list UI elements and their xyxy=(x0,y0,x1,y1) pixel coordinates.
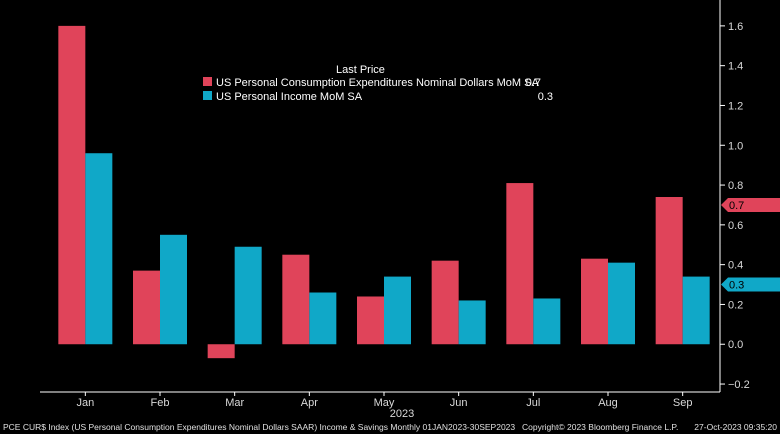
x-tick-label-aug: Aug xyxy=(598,397,618,409)
bar-income-jul xyxy=(533,298,561,345)
legend-label-pce: US Personal Consumption Expenditures Nom… xyxy=(216,77,539,89)
x-axis-title: 2023 xyxy=(390,408,414,420)
bar-income-feb xyxy=(160,234,187,345)
bar-income-may xyxy=(384,276,411,345)
footer-timestamp: 27-Oct-2023 09:35:20 xyxy=(694,422,777,432)
bar-income-sep xyxy=(682,276,710,345)
bar-income-jun xyxy=(458,300,486,345)
footer: PCE CUR$ Index (US Personal Consumption … xyxy=(3,422,777,432)
y-tick-label: 1.0 xyxy=(728,140,743,152)
legend-box xyxy=(197,63,554,105)
y-tick-label: 1.6 xyxy=(728,21,743,33)
x-tick-label-jan: Jan xyxy=(76,397,94,409)
bar-pce-jan xyxy=(58,25,86,345)
bar-pce-jul xyxy=(506,183,534,345)
x-tick-label-jun: Jun xyxy=(450,397,468,409)
bar-pce-apr xyxy=(282,254,310,345)
bar-pce-feb xyxy=(133,270,160,345)
bar-pce-may xyxy=(357,296,384,345)
x-tick-label-may: May xyxy=(374,397,395,409)
x-tick-label-sep: Sep xyxy=(673,397,693,409)
x-tick-label-jul: Jul xyxy=(526,397,540,409)
legend: Last Price US Personal Consumption Expen… xyxy=(197,63,554,105)
y-tick-label: 0.8 xyxy=(728,180,743,192)
y-tick-label: 1.4 xyxy=(728,61,743,73)
legend-title: Last Price xyxy=(336,64,385,76)
last-value-tag-income xyxy=(721,277,780,292)
bar-pce-aug xyxy=(581,258,608,345)
axes-layer xyxy=(40,0,725,396)
bar-pce-sep xyxy=(655,197,683,345)
x-tick-label-apr: Apr xyxy=(301,397,318,409)
y-tick-label: 0.6 xyxy=(728,220,743,232)
legend-value-income: 0.3 xyxy=(538,91,553,103)
legend-swatch-pce xyxy=(203,77,212,86)
legend-swatch-income xyxy=(203,91,212,100)
last-value-tag-pce xyxy=(721,197,780,212)
bar-pce-mar xyxy=(207,344,235,359)
bar-pce-jun xyxy=(431,260,459,345)
x-tick-label-feb: Feb xyxy=(151,397,170,409)
last-value-label-income: 0.3 xyxy=(729,280,744,292)
bar-income-jan xyxy=(85,153,113,345)
bar-income-mar xyxy=(234,246,262,345)
legend-value-pce: 0.7 xyxy=(526,77,541,89)
y-tick-label: 0.4 xyxy=(728,260,743,272)
y-tick-label: −0.2 xyxy=(728,379,750,391)
bar-income-apr xyxy=(309,292,337,345)
legend-label-income: US Personal Income MoM SA xyxy=(216,91,363,103)
y-tick-label: 0.0 xyxy=(728,339,743,351)
tick-labels-layer: Jan Feb Mar Apr May Jun Jul Aug Sep 1.6 1.4 1.2 1.0 0… xyxy=(76,21,780,409)
x-tick-label-mar: Mar xyxy=(225,397,244,409)
last-value-label-pce: 0.7 xyxy=(729,200,744,212)
y-tick-label: 0.2 xyxy=(728,299,743,311)
footer-copyright: Copyright© 2023 Bloomberg Finance L.P. xyxy=(522,422,678,432)
y-tick-label: 1.2 xyxy=(728,100,743,112)
bars-layer xyxy=(58,25,710,359)
footer-source: PCE CUR$ Index (US Personal Consumption … xyxy=(3,422,515,432)
bar-income-aug xyxy=(608,262,635,345)
